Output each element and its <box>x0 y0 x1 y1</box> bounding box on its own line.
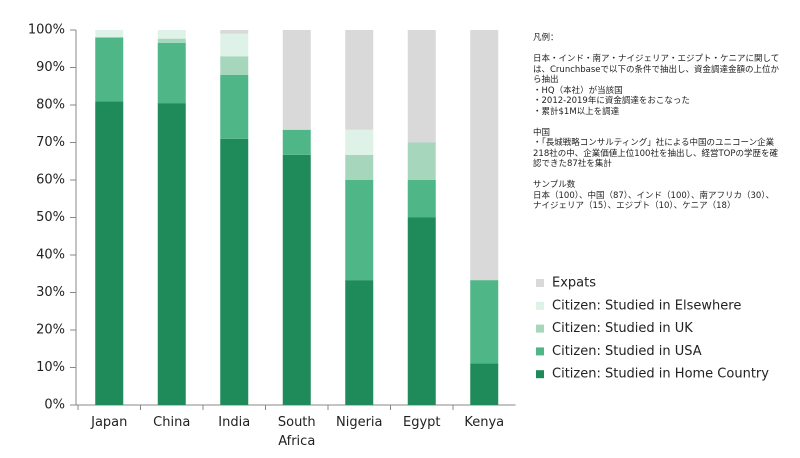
bar-segment <box>282 129 311 155</box>
bar-segment <box>470 280 499 364</box>
notes: 凡例： 日本・インド・南ア・ナイジェリア・エジプト・ケニアに関して は、Crunch… <box>533 33 800 222</box>
bar-segment <box>345 30 374 130</box>
bar-segment <box>470 363 499 405</box>
note-line: 218社の中、企業価値上位100社を抽出し、経営TOPの学歴を確 <box>533 148 778 159</box>
legend-marker <box>536 279 544 287</box>
legend-label: Citizen: Studied in Home Country <box>552 367 769 382</box>
bar-segment <box>95 30 124 38</box>
bar-segment <box>220 30 249 34</box>
bar-segment <box>220 75 249 139</box>
bar-segment <box>157 103 186 405</box>
legend-marker <box>536 370 544 379</box>
x-tick-label: India <box>218 415 251 430</box>
bar-segment <box>407 142 436 180</box>
legend-label: Citizen: Studied in USA <box>552 344 702 359</box>
note-line: 凡例： <box>533 33 559 43</box>
bar-segment <box>157 42 186 104</box>
note-paragraph: サンプル数 日本（100）、中国（87）、インド（100）、南アフリカ（30）、ナ… <box>533 180 800 212</box>
y-tick-label: 60% <box>36 173 65 188</box>
note-line: 中国 <box>533 127 551 138</box>
note-line: 認できた87社を集計 <box>533 159 612 169</box>
legend-label: Citizen: Studied in UK <box>552 321 693 336</box>
y-tick-label: 20% <box>36 323 65 338</box>
bar-segment <box>282 30 311 130</box>
y-tick-label: 70% <box>36 135 65 150</box>
bar-segment <box>345 129 374 155</box>
legend-label: Expats <box>552 276 596 291</box>
note-paragraph: 中国 ・「長城戦略コンサルティング」社による中国のユニコーン企業 218社の中、企業… <box>533 128 800 170</box>
y-tick-label: 30% <box>36 285 65 300</box>
note-line: ・2012-2019年に資金調達をおこなった <box>533 96 690 106</box>
note-paragraph: 日本・インド・南ア・ナイジェリア・エジプト・ケニアに関して は、Crunchbas… <box>533 54 800 117</box>
y-tick-label: 90% <box>36 60 65 75</box>
bar-segment <box>95 101 124 405</box>
bar-segment <box>470 30 499 281</box>
x-tick-label: Japan <box>91 415 128 430</box>
legend-label: Citizen: Studied in Elsewhere <box>552 298 741 313</box>
bar-segment <box>345 180 374 281</box>
bar-segment <box>95 37 124 102</box>
bar-segment <box>345 154 374 180</box>
legend-marker <box>536 347 544 356</box>
legend-marker <box>536 324 544 333</box>
note-line: ら抽出 <box>533 75 559 85</box>
bar-segment <box>407 180 436 218</box>
note-line: 日本（100）、中国（87）、インド（100）、南アフリカ（30）、 <box>533 190 775 201</box>
note-line: は、Crunchbaseで以下の条件で抽出し、資金調達金額の上位か <box>533 64 780 75</box>
bar-segment <box>157 30 186 39</box>
bar-segment <box>157 38 186 43</box>
x-tick-label: Egypt <box>402 415 441 430</box>
bar-segment <box>220 33 249 57</box>
note-line: ・「長城戦略コンサルティング」社による中国のユニコーン企業 <box>533 138 775 148</box>
note-line: ・累計$1M以上を調達 <box>533 106 620 117</box>
x-tick-label: Nigeria <box>335 415 383 430</box>
y-tick-label: 80% <box>36 98 65 113</box>
bar-segment <box>345 280 374 405</box>
x-tick-label: China <box>153 415 191 430</box>
y-tick-label: 40% <box>36 248 65 263</box>
y-tick-label: 10% <box>36 360 65 375</box>
bar-segment <box>407 30 436 143</box>
legend-marker <box>536 301 544 310</box>
bar-segment <box>220 56 249 75</box>
y-tick-label: 50% <box>36 210 65 225</box>
note-line: ・HQ（本社）が当該国 <box>533 85 623 96</box>
note-paragraph: 凡例： <box>533 33 800 44</box>
note-line: 日本・インド・南ア・ナイジェリア・エジプト・ケニアに関して <box>533 54 780 64</box>
note-line: ナイジェリア（15）、エジプト（10）、ケニア（18） <box>533 201 736 211</box>
bar-segment <box>282 154 311 405</box>
x-tick-label: Kenya <box>464 415 505 430</box>
bar-segment <box>220 138 249 405</box>
note-line: サンプル数 <box>533 180 576 190</box>
y-tick-label: 100% <box>28 23 65 38</box>
x-tick-label: South Africa <box>277 415 316 449</box>
bar-segment <box>407 217 436 405</box>
y-tick-label: 0% <box>44 398 65 413</box>
